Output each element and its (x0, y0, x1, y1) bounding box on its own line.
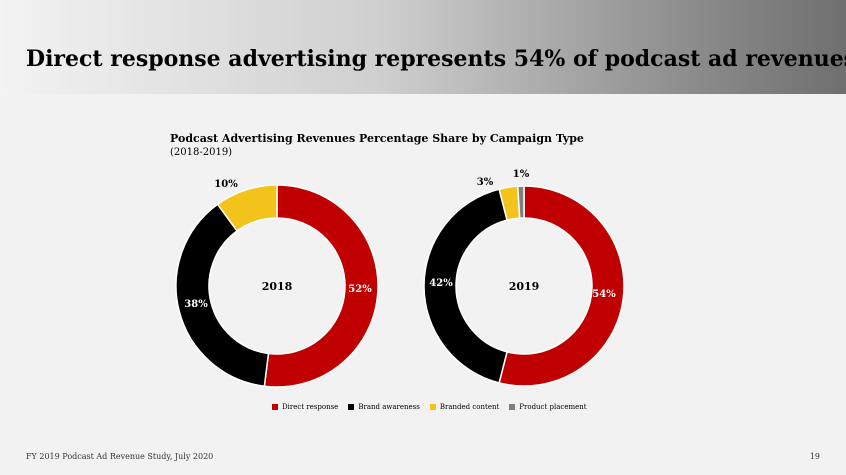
slide-header: Direct response advertising represents 5… (0, 0, 846, 94)
donut-2018-slice-direct-response (263, 184, 379, 388)
legend-swatch (509, 404, 516, 410)
chart-title: Podcast Advertising Revenues Percentage … (170, 132, 584, 145)
footer-source: FY 2019 Podcast Ad Revenue Study, July 2… (26, 452, 214, 461)
legend-item: Brand awareness (348, 403, 420, 411)
slide-title: Direct response advertising represents 5… (26, 46, 846, 72)
page-number: 19 (809, 452, 820, 461)
legend-swatch (272, 404, 278, 410)
donut-center-label-2019: 2019 (509, 280, 540, 293)
data-label-2018-brand-awareness: 38% (184, 299, 208, 310)
data-label-2019-brand-awareness: 42% (429, 278, 453, 289)
donut-2019-slice-direct-response (498, 185, 625, 387)
data-label-2018-direct-response: 52% (348, 284, 372, 295)
donut-2018-slice-branded-content (216, 184, 278, 233)
data-label-2019-direct-response: 54% (592, 289, 616, 300)
donut-2019-slice-brand-awareness (423, 188, 509, 384)
data-label-2018-branded-content: 10% (214, 179, 238, 190)
chart-legend: Direct response Brand awareness Branded co… (272, 403, 587, 411)
legend-label: Product placement (519, 403, 587, 411)
donut-center-label-2018: 2018 (262, 280, 293, 293)
legend-label: Brand awareness (358, 403, 420, 411)
legend-label: Branded content (439, 403, 500, 411)
legend-item: Product placement (509, 403, 587, 411)
legend-swatch (348, 404, 355, 410)
data-label-2019-branded-content: 3% (477, 177, 494, 188)
donut-2019-slice-product-placement (516, 185, 525, 219)
legend-label: Direct response (282, 403, 339, 411)
legend-item: Direct response (272, 403, 338, 411)
donut-2018-slice-brand-awareness (175, 203, 270, 388)
legend-swatch (429, 404, 436, 410)
chart-subtitle: (2018-2019) (170, 147, 233, 158)
data-label-2019-product-placement: 1% (513, 169, 530, 180)
legend-item: Branded content (429, 403, 500, 411)
